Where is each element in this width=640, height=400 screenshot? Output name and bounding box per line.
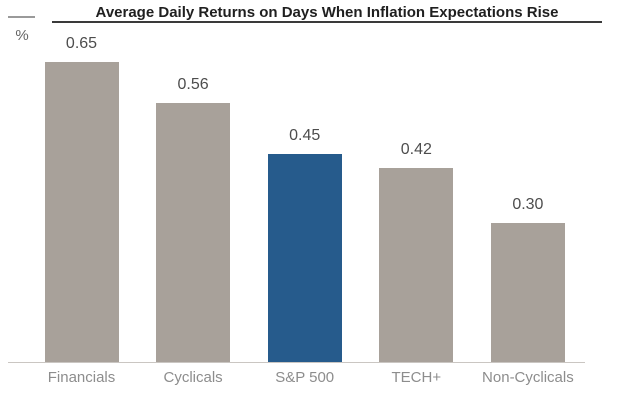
value-label-s-p-500: 0.45 [289, 127, 321, 144]
category-label-non-cyclicals: Non-Cyclicals [482, 369, 574, 386]
y-axis-tick-line [8, 16, 35, 18]
chart-title: Average Daily Returns on Days When Infla… [95, 4, 559, 21]
category-label-cyclicals: Cyclicals [163, 369, 223, 386]
value-label-cyclicals: 0.56 [177, 76, 209, 93]
value-label-non-cyclicals: 0.30 [512, 196, 544, 213]
value-label-tech: 0.42 [400, 141, 432, 158]
value-label-financials: 0.65 [65, 35, 98, 52]
bar-financials [44, 62, 119, 362]
category-label-financials: Financials [47, 369, 116, 386]
category-label-tech: TECH+ [391, 369, 442, 386]
bar-cyclicals [156, 103, 231, 362]
title-underline [52, 21, 602, 23]
y-axis-unit-label: % [15, 27, 29, 44]
x-axis-line [8, 362, 585, 363]
category-label-s-p-500: S&P 500 [275, 369, 335, 386]
bar-tech [379, 168, 454, 362]
bar-non-cyclicals [490, 223, 565, 362]
bar-s-p-500 [267, 154, 342, 362]
